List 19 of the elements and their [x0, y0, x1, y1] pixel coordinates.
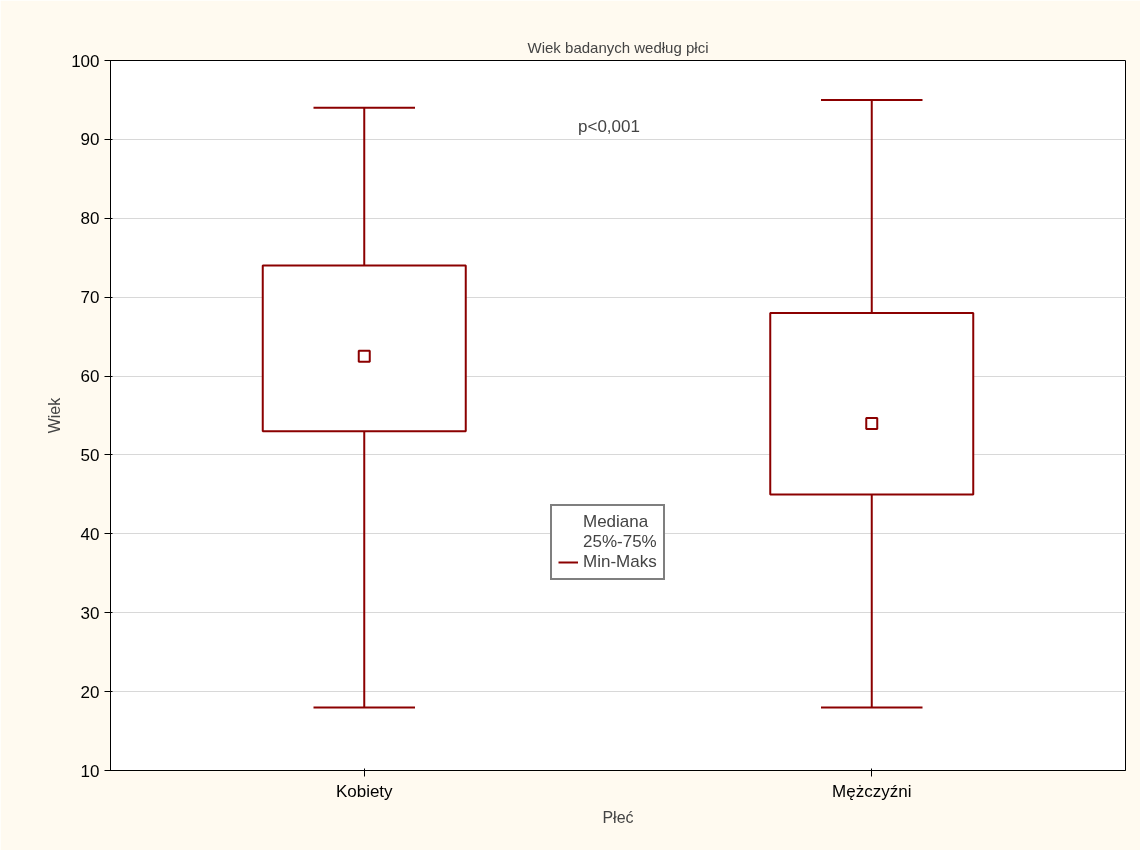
y-tick-label: 70	[80, 288, 100, 308]
y-tick-label: 90	[80, 130, 100, 150]
x-tick-label: Kobiety	[335, 781, 394, 801]
x-tick-label: Mężczyźni	[832, 781, 912, 801]
annotation: Mediana	[583, 512, 649, 532]
y-tick-label: 60	[80, 367, 100, 387]
annotation: p<0,001	[578, 116, 640, 136]
y-tick-label: 30	[80, 603, 100, 623]
y-tick-label: 10	[80, 761, 100, 781]
y-tick-label: 40	[80, 524, 100, 544]
y-tick-label: 100	[71, 51, 100, 71]
annotation: Min-Maks	[583, 552, 657, 572]
y-tick-label: 20	[80, 682, 100, 702]
x-axis-title: Płeć	[602, 808, 634, 826]
y-axis-title: Wiek	[46, 396, 64, 434]
y-tick-label: 50	[80, 445, 100, 465]
chart-title: Wiek badanych według płci	[527, 38, 709, 56]
annotation: 25%-75%	[583, 532, 657, 552]
y-tick-label: 80	[80, 209, 100, 229]
